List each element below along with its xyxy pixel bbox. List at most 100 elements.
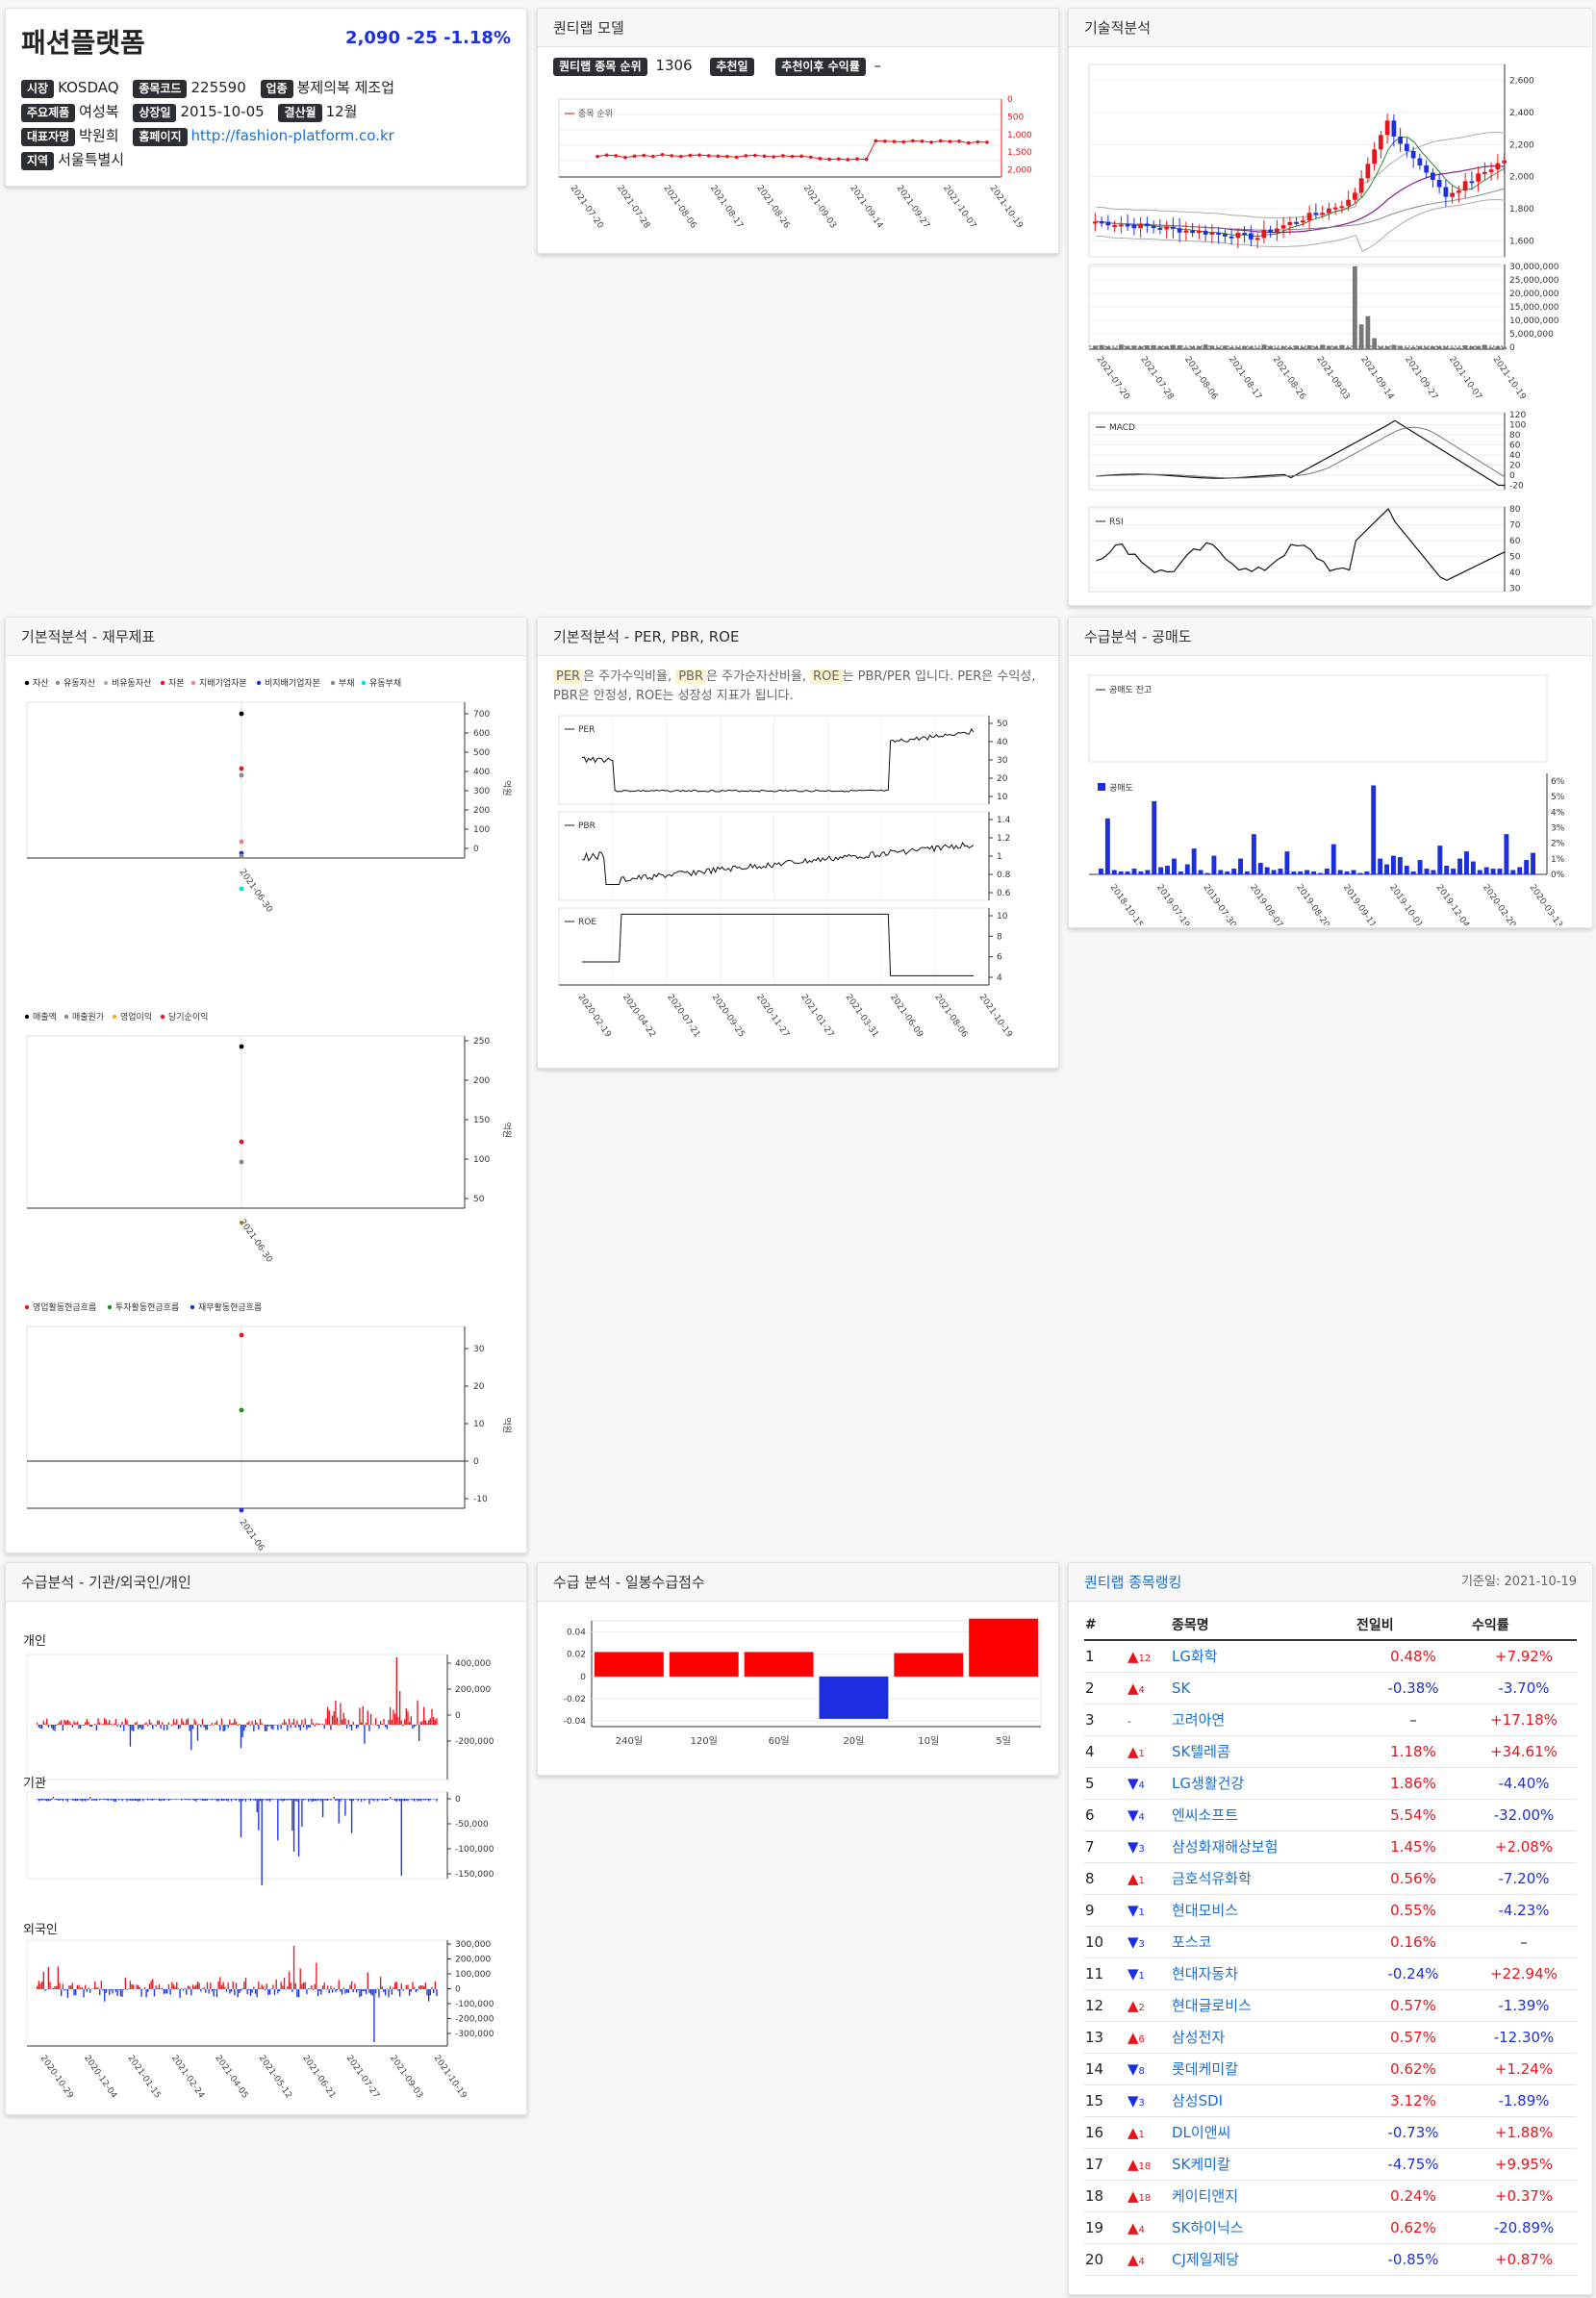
short-bar <box>1531 852 1535 874</box>
investor-bar <box>52 1987 55 1989</box>
ranking-row[interactable]: 9 ▼1 현대모비스 0.55% -4.23% <box>1084 1894 1577 1927</box>
investor-bar <box>398 1799 401 1802</box>
ranking-row[interactable]: 10 ▼3 포스코 0.16% – <box>1084 1926 1577 1958</box>
investor-bar <box>222 1799 224 1801</box>
stock-name-link[interactable]: 현대글로비스 <box>1171 1989 1355 2022</box>
investor-bar <box>76 1984 79 1989</box>
volume-bar <box>1190 346 1195 349</box>
stock-name-link[interactable]: 삼성SDI <box>1171 2084 1355 2117</box>
investor-bar <box>83 1989 85 1998</box>
investor-bar <box>224 1799 226 1801</box>
ranking-row[interactable]: 8 ▲1 금호석유화학 0.56% -7.20% <box>1084 1862 1577 1895</box>
fin-point <box>239 853 244 859</box>
ranking-row[interactable]: 2 ▲4 SK -0.38% -3.70% <box>1084 1672 1577 1705</box>
ratio-tick: 0.6 <box>997 889 1011 898</box>
ranking-row[interactable]: 1 ▲12 LG화학 0.48% +7.92% <box>1084 1640 1577 1673</box>
per-pbr-roe-chart: PER 50 40 30 20 10 PBR 1.4 1.2 1 0.8 0.6 ROE 10 8 6 4 202… <box>558 715 1014 1040</box>
investor-tick: -50,000 <box>455 1820 489 1830</box>
investor-bar <box>292 1799 295 1852</box>
stock-name-link[interactable]: SK <box>1171 1672 1355 1705</box>
ranking-row[interactable]: 15 ▼3 삼성SDI 3.12% -1.89% <box>1084 2084 1577 2117</box>
stock-name-link[interactable]: 포스코 <box>1171 1926 1355 1958</box>
fin-legend-item: 매출원가 <box>72 1012 104 1023</box>
investor-bar <box>211 1723 214 1725</box>
stock-name-link[interactable]: 삼성화재해상보험 <box>1171 1831 1355 1863</box>
volume-bar <box>1093 345 1098 349</box>
rank-move-count: 4 <box>1138 2224 1145 2235</box>
score-y-tick: -0.04 <box>564 1717 587 1727</box>
fin-y-tick: -10 <box>473 1495 488 1504</box>
investor-bar <box>268 1799 271 1802</box>
investor-bar <box>51 1799 53 1801</box>
stock-name-link[interactable]: SK케미칼 <box>1171 2148 1355 2181</box>
candle-body <box>1131 224 1137 229</box>
score-bar <box>894 1653 964 1677</box>
ranking-row[interactable]: 7 ▼3 삼성화재해상보험 1.45% +2.08% <box>1084 1831 1577 1863</box>
stock-name-link[interactable]: 현대자동차 <box>1171 1957 1355 1990</box>
price-change: -25 <box>406 28 438 48</box>
ranking-row[interactable]: 3- 고려아연 – +17.18% <box>1084 1704 1577 1736</box>
arrow-up-icon: ▲ <box>1127 2218 1139 2236</box>
short-bar <box>1284 851 1290 874</box>
investor-bar <box>57 1723 60 1725</box>
return-rate: -4.40% <box>1471 1767 1577 1800</box>
ranking-row[interactable]: 19 ▲4 SK하이닉스 0.62% -20.89% <box>1084 2211 1577 2244</box>
stock-name-link[interactable]: 엔씨소프트 <box>1171 1799 1355 1831</box>
ranking-row[interactable]: 18 ▲18 케이티앤지 0.24% +0.37% <box>1084 2180 1577 2212</box>
ranking-row[interactable]: 16 ▲1 DL이앤씨 -0.73% +1.88% <box>1084 2116 1577 2149</box>
fin-x-tick: 2021-06-30 <box>238 1218 274 1265</box>
stock-name-link[interactable]: SK하이닉스 <box>1171 2211 1355 2244</box>
ranking-row[interactable]: 20 ▲4 CJ제일제당 -0.85% +0.87% <box>1084 2243 1577 2276</box>
fin-y-tick: 50 <box>473 1195 485 1204</box>
investor-bar <box>97 1799 99 1800</box>
homepage-link[interactable]: http://fashion-platform.co.kr <box>190 127 394 144</box>
investor-bar <box>198 1799 200 1800</box>
stock-name-link[interactable]: SK텔레콤 <box>1171 1735 1355 1768</box>
investor-bar <box>371 1724 373 1726</box>
investor-bar <box>426 1723 428 1725</box>
ranking-row[interactable]: 6 ▼4 엔씨소프트 5.54% -32.00% <box>1084 1799 1577 1831</box>
short-x-tick: 2019-12-04 <box>1434 883 1471 925</box>
rank-point <box>929 140 933 144</box>
ranking-row[interactable]: 17 ▲18 SK케미칼 -4.75% +9.95% <box>1084 2148 1577 2181</box>
investor-x-tick: 2021-09-03 <box>388 2054 424 2101</box>
investor-bar <box>373 1799 375 1802</box>
stock-name-link[interactable]: 현대모비스 <box>1171 1894 1355 1927</box>
investor-bar <box>331 1715 334 1725</box>
investor-bar <box>333 1710 335 1725</box>
investor-bar <box>139 1725 141 1728</box>
stock-name-link[interactable]: LG생활건강 <box>1171 1767 1355 1800</box>
ranking-row[interactable]: 12 ▲2 현대글로비스 0.57% -1.39% <box>1084 1989 1577 2022</box>
volume-bar <box>1249 346 1254 349</box>
investor-bar <box>205 1799 207 1802</box>
investor-bar <box>395 1982 397 1989</box>
investor-bar <box>37 1799 38 1800</box>
candle-body <box>1183 230 1189 233</box>
ranking-row[interactable]: 5 ▼4 LG생활건강 1.86% -4.40% <box>1084 1767 1577 1800</box>
fin-legend-item: 비유동자산 <box>112 678 151 689</box>
candle-body <box>1417 158 1423 165</box>
investor-bar <box>384 1989 387 1996</box>
stock-name-link[interactable]: LG화학 <box>1171 1640 1355 1673</box>
stock-name-link[interactable]: 롯데케미칼 <box>1171 2053 1355 2085</box>
investor-x-tick: 2021-06-21 <box>300 2054 337 2101</box>
ranking-row[interactable]: 4 ▲1 SK텔레콤 1.18% +34.61% <box>1084 1735 1577 1768</box>
investor-bar <box>345 1799 348 1800</box>
stock-name-link[interactable]: 고려아연 <box>1171 1704 1355 1736</box>
ranking-row[interactable]: 11 ▼1 현대자동차 -0.24% +22.94% <box>1084 1957 1577 1990</box>
stock-name-link[interactable]: 삼성전자 <box>1171 2021 1355 2054</box>
ranking-row[interactable]: 13 ▲6 삼성전자 0.57% -12.30% <box>1084 2021 1577 2054</box>
stock-name-link[interactable]: 금호석유화학 <box>1171 1862 1355 1895</box>
investor-bar <box>373 1725 375 1726</box>
stock-name-link[interactable]: CJ제일제당 <box>1171 2243 1355 2276</box>
volume-bar <box>1301 346 1305 349</box>
fin-point <box>239 1407 244 1413</box>
investor-bar <box>56 1799 58 1801</box>
rank-point <box>911 139 915 143</box>
stock-name-link[interactable]: 케이티앤지 <box>1171 2180 1355 2212</box>
ranking-row[interactable]: 14 ▼8 롯데케미칼 0.62% +1.24% <box>1084 2053 1577 2085</box>
investor-bar <box>167 1983 170 1989</box>
stock-name-link[interactable]: DL이앤씨 <box>1171 2116 1355 2149</box>
investor-bar <box>368 1725 370 1731</box>
